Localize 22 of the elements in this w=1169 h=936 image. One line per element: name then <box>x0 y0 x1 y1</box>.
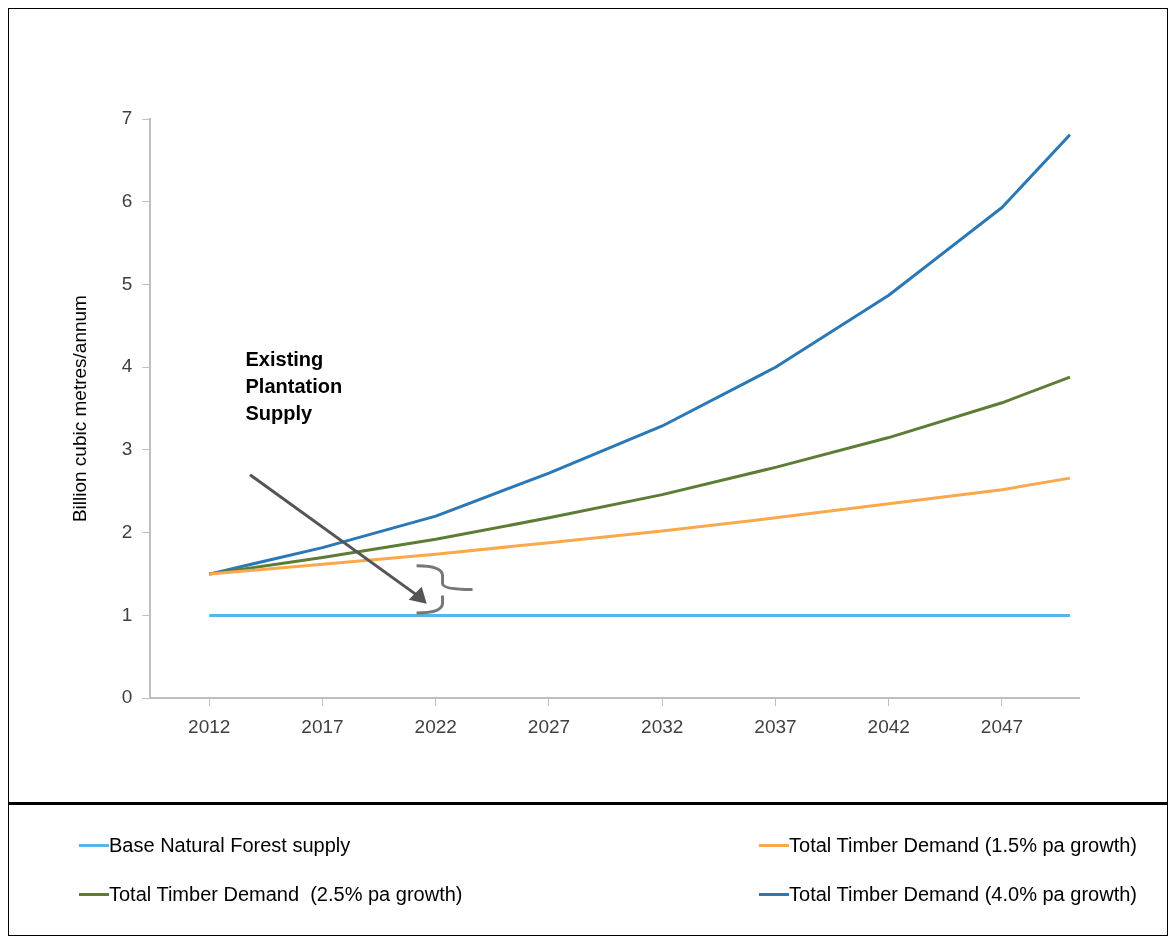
y-tick-label: 5 <box>121 272 133 294</box>
y-tick-label: 3 <box>121 438 133 460</box>
y-tick-label: 1 <box>121 603 133 625</box>
y-axis-title: Billion cubic metres/annum <box>68 295 90 523</box>
y-tick-label: 0 <box>121 686 133 708</box>
x-tick-label: 2032 <box>641 715 684 737</box>
annotation: Existing Plantation Supply <box>245 348 343 425</box>
legend-label: Total Timber Demand (1.5% pa growth) <box>789 834 1137 857</box>
legend-label: Base Natural Forest supply <box>109 834 351 857</box>
legend-label: Total Timber Demand (2.5% pa growth) <box>109 883 463 906</box>
x-tick-label: 2012 <box>188 715 231 737</box>
y-tick-label: 6 <box>121 189 133 211</box>
y-tick-label: 7 <box>121 107 133 129</box>
legend-label: Total Timber Demand (4.0% pa growth) <box>789 883 1137 906</box>
y-tick-label: 2 <box>121 520 133 542</box>
y-tick-label: 4 <box>121 355 133 377</box>
x-tick-label: 2037 <box>754 715 797 737</box>
x-tick-label: 2042 <box>867 715 910 737</box>
x-tick-label: 2047 <box>980 715 1024 737</box>
x-tick-label: 2017 <box>301 715 344 737</box>
x-tick-label: 2022 <box>414 715 457 737</box>
x-tick-label: 2027 <box>527 715 571 737</box>
